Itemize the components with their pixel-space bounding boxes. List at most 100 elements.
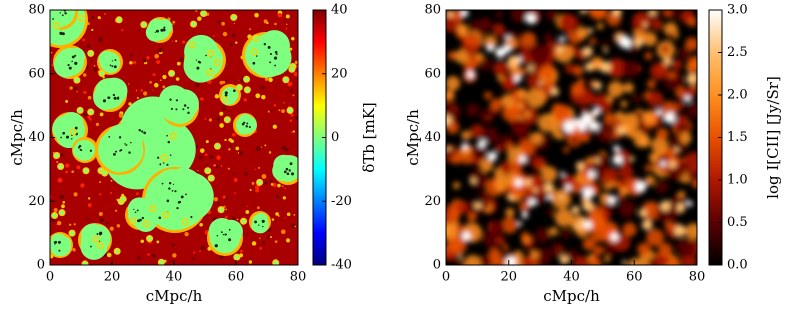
map-speck [69, 223, 72, 226]
map-speck [222, 80, 226, 84]
map-source [505, 207, 515, 218]
map-speck [294, 60, 298, 65]
map-source [623, 82, 634, 94]
map-source [479, 254, 493, 265]
map-speck [289, 47, 293, 51]
map-speck [156, 60, 161, 65]
map-speck [204, 153, 208, 157]
map-speck [256, 146, 261, 151]
map-source [607, 195, 617, 205]
map-region [83, 168, 88, 173]
map-speck [137, 219, 140, 223]
map-speck [228, 28, 231, 31]
map-source [533, 247, 552, 265]
map-region [96, 81, 124, 109]
map-region [252, 49, 257, 54]
map-speck [80, 149, 83, 152]
map-speck [285, 18, 287, 21]
map-source [563, 146, 570, 154]
map-region [215, 144, 220, 149]
heatmap [446, 10, 697, 265]
map-source [486, 44, 495, 52]
map-speck [254, 220, 257, 224]
map-speck [163, 26, 166, 29]
map-source [595, 163, 605, 173]
map-speck [169, 98, 172, 101]
map-speck [227, 48, 230, 51]
map-speck [167, 140, 170, 144]
map-source [679, 132, 692, 144]
map-source [528, 173, 543, 188]
map-speck [54, 243, 56, 245]
map-source [549, 226, 559, 236]
map-region [208, 51, 213, 56]
map-speck [73, 192, 78, 197]
map-source [502, 244, 509, 251]
map-speck [58, 249, 61, 252]
map-speck [220, 165, 223, 167]
map-speck [161, 182, 164, 185]
map-region [159, 260, 164, 265]
map-speck [190, 259, 192, 261]
map-speck [248, 125, 251, 129]
map-source [502, 104, 520, 122]
map-speck [193, 251, 196, 254]
map-source [601, 210, 612, 220]
map-speck [212, 35, 215, 37]
map-speck [260, 85, 265, 90]
map-speck [243, 121, 246, 124]
map-speck [274, 240, 278, 243]
map-speck [263, 19, 268, 24]
map-speck [292, 60, 295, 63]
map-speck [214, 244, 218, 248]
map-speck [179, 57, 184, 62]
map-speck [194, 144, 199, 149]
map-speck [238, 151, 244, 156]
map-speck [291, 131, 294, 134]
map-source [606, 95, 614, 103]
map-speck [261, 94, 266, 100]
y-tick-label: 80 [424, 3, 441, 18]
map-speck [259, 247, 262, 250]
map-speck [151, 89, 154, 91]
map-region [58, 164, 63, 169]
map-speck [230, 43, 234, 47]
map-speck [184, 232, 189, 237]
map-region [79, 16, 84, 21]
map-speck [64, 163, 70, 168]
map-source [479, 158, 494, 173]
map-source [582, 187, 594, 199]
map-speck [83, 90, 87, 94]
map-speck [175, 108, 178, 111]
map-speck [255, 93, 261, 99]
map-speck [46, 6, 48, 8]
map-source [447, 51, 457, 60]
map-source [523, 110, 532, 118]
map-blur [446, 10, 697, 265]
map-speck [239, 249, 243, 253]
map-speck [274, 50, 278, 54]
map-speck [290, 113, 294, 117]
map-speck [82, 38, 85, 42]
map-speck [268, 77, 273, 83]
map-speck [257, 206, 260, 210]
map-speck [113, 96, 117, 100]
map-speck [57, 220, 62, 226]
map-speck [63, 4, 64, 5]
x-axis-label: cMpc/h [146, 287, 203, 305]
map-region [164, 92, 196, 124]
map-speck [180, 195, 184, 199]
map-speck [171, 243, 175, 247]
map-source [687, 102, 697, 118]
map-source [519, 201, 531, 213]
map-source [594, 157, 600, 163]
map-speck [71, 138, 73, 140]
map-speck [255, 185, 260, 190]
map-speck [286, 212, 291, 217]
map-speck [228, 228, 231, 231]
map-speck [293, 214, 296, 216]
map-source [454, 49, 469, 64]
map-region [144, 221, 149, 226]
map-source [580, 10, 587, 14]
map-speck [115, 209, 118, 212]
